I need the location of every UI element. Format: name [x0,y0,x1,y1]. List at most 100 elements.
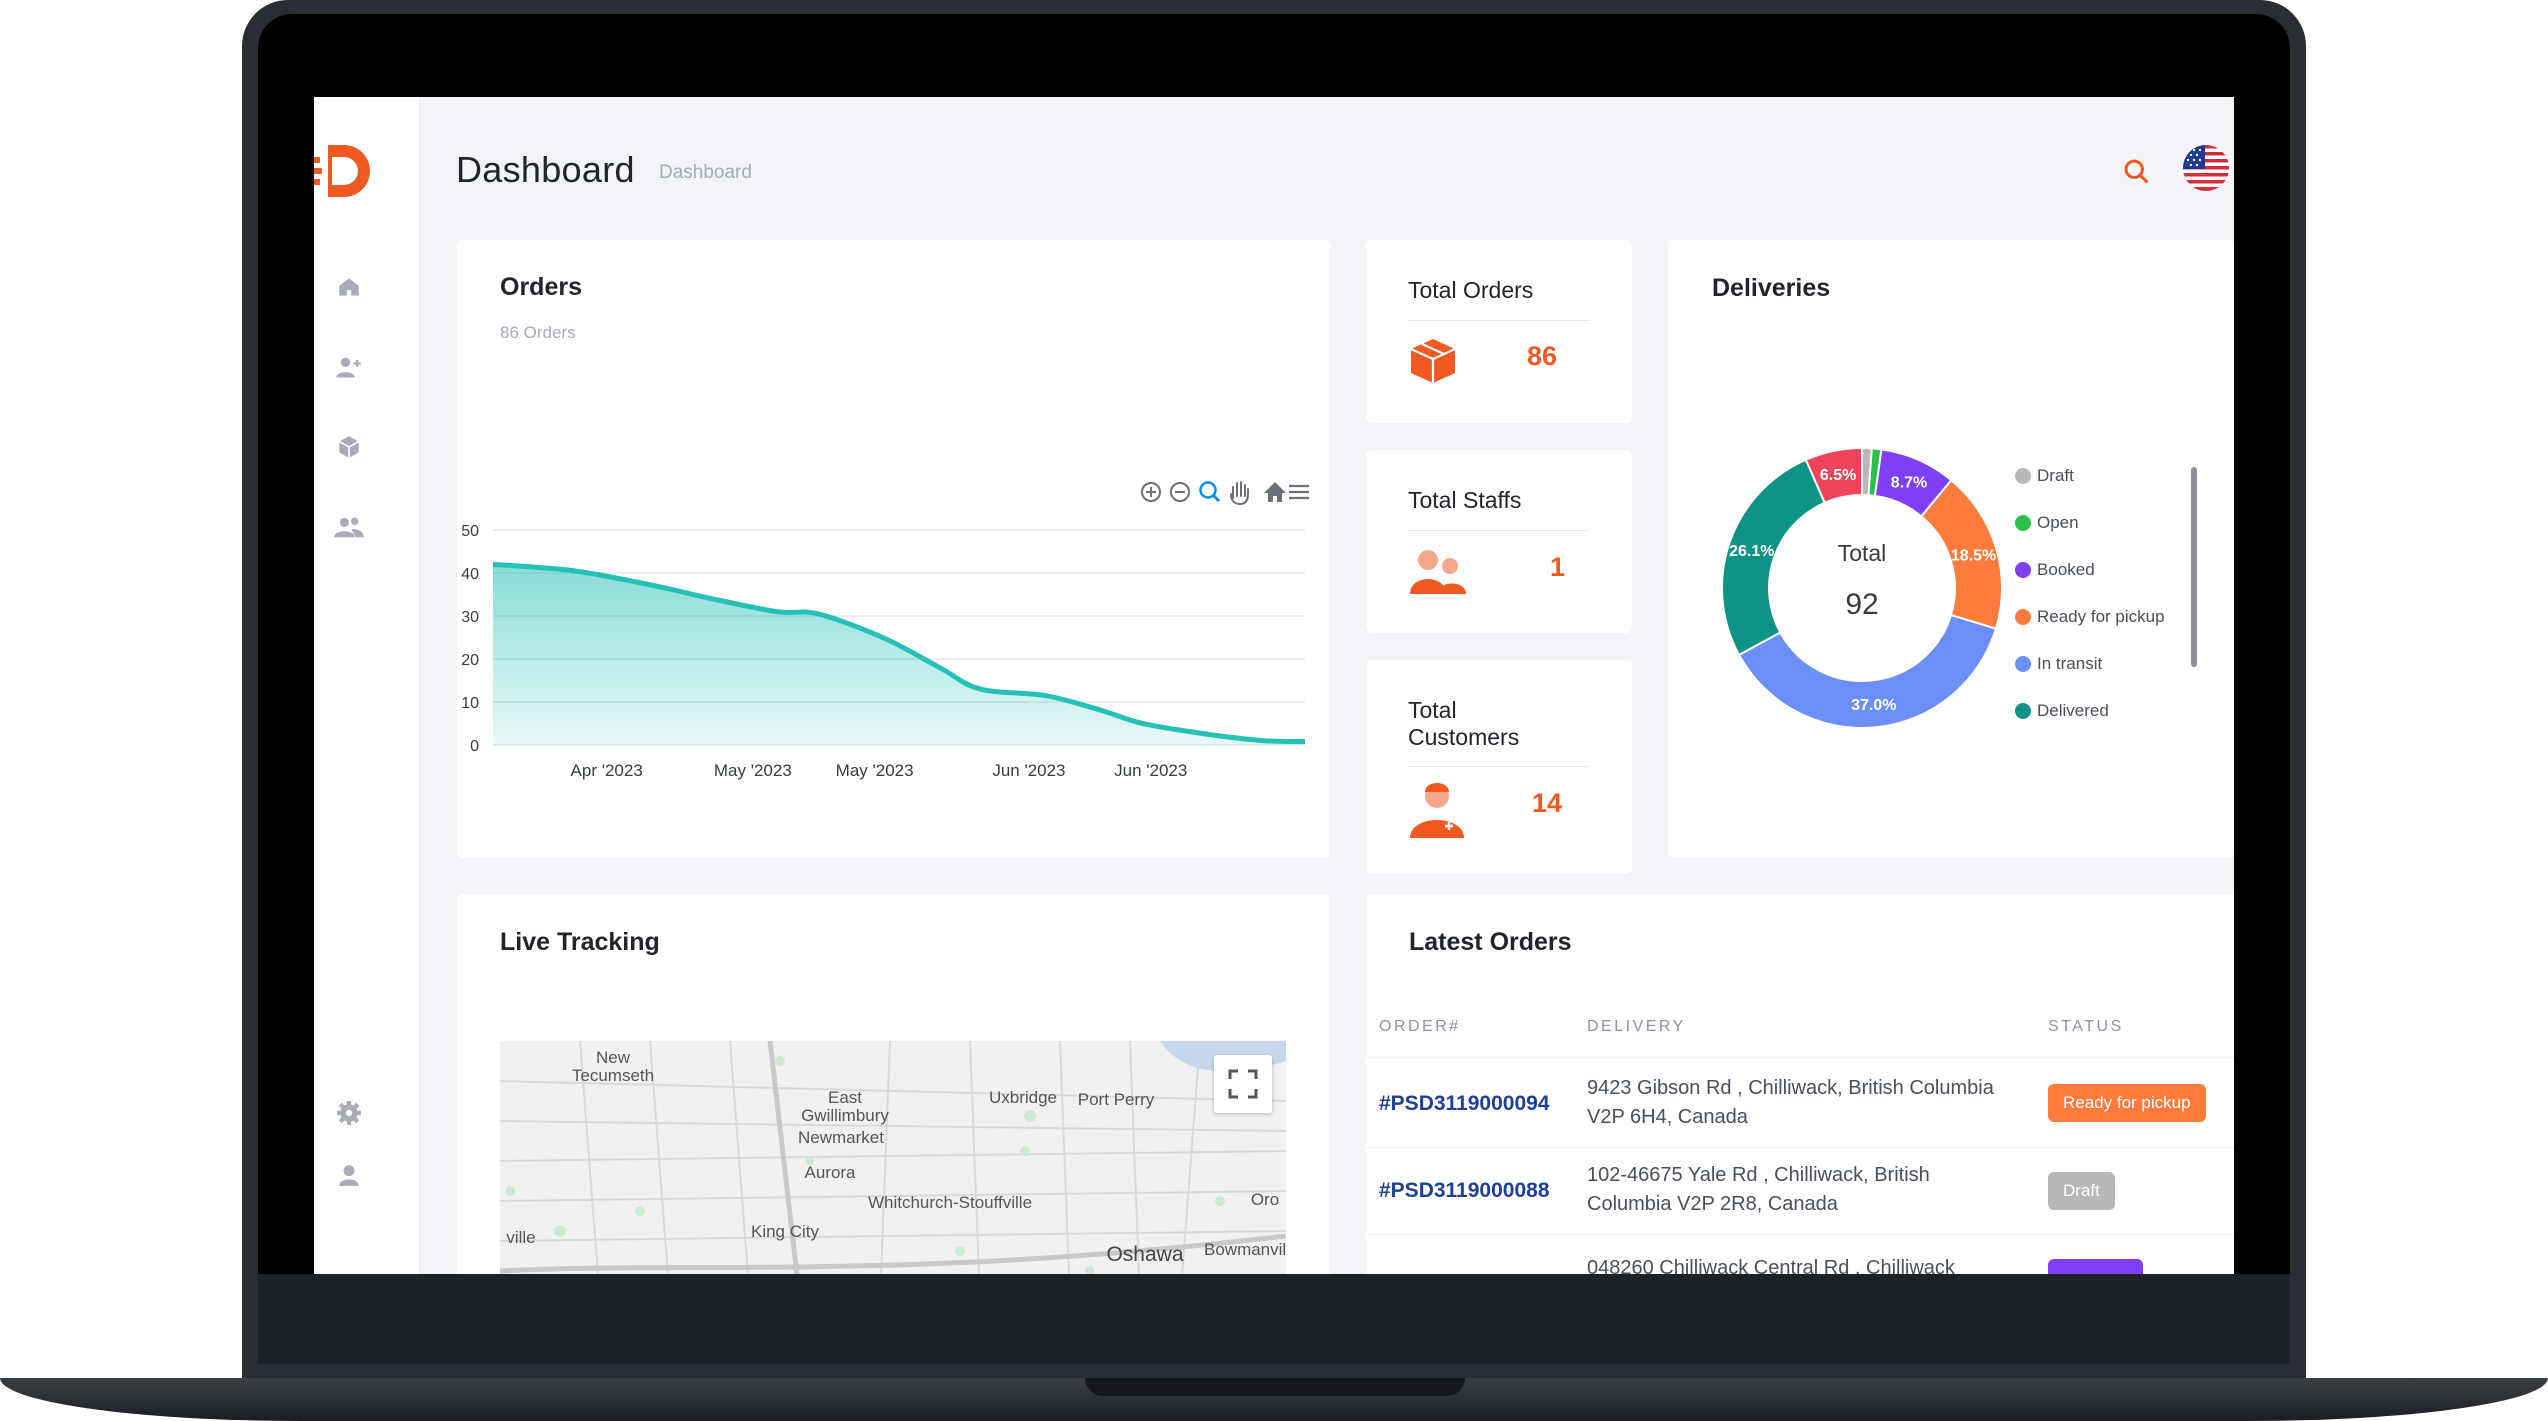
search-icon[interactable] [2116,151,2156,191]
logo-icon[interactable] [314,141,378,201]
total-customers-title: Total Customers [1408,697,1520,750]
order-delivery-address: 9423 Gibson Rd , Chilliwack, British Col… [1587,1077,1994,1128]
legend-item[interactable]: Open [2015,513,2079,533]
column-header-delivery: DELIVERY [1587,1018,1686,1035]
x-tick-label: Jun '2023 [1114,761,1187,780]
donut-center-value: 92 [1845,588,1878,621]
us-flag-icon[interactable] [2183,145,2229,191]
breadcrumb[interactable]: Dashboard [659,162,752,183]
fullscreen-icon[interactable] [1214,1055,1272,1113]
orders-card: Orders 86 Orders 0 10 20 30 40 50 Apr '2023 Ma… [457,240,1330,858]
legend-marker [2015,515,2031,531]
live-tracking-card: Live Tracking New Tecumseth E [457,894,1330,1274]
y-tick-label: 20 [461,652,479,669]
selection-zoom-icon[interactable] [1199,481,1221,503]
orders-line [492,561,1306,745]
x-tick-label: May '2023 [714,761,792,780]
status-badge: Ready for pickup [2048,1084,2206,1122]
orders-area-chart: 0 10 20 30 40 50 Apr '2023 May '2023 May '2023 J… [461,481,1309,780]
latest-orders-card: Latest Orders ORDER# DELIVERY STATUS #PS… [1366,894,2234,1274]
legend-item[interactable]: Booked [2015,560,2095,580]
legend-scrollbar[interactable] [2191,467,2197,667]
total-orders-value: 86 [1527,341,1558,371]
legend-item[interactable]: Draft [2015,466,2074,486]
legend-item[interactable]: Ready for pickup [2015,607,2165,627]
gear-icon[interactable] [331,1095,367,1131]
map-label: East Gwillimbury [801,1088,889,1125]
tracking-title: Live Tracking [500,928,660,956]
deliveries-title: Deliveries [1712,274,1831,302]
home-icon[interactable] [331,269,367,305]
add-user-icon[interactable] [331,349,367,385]
zoom-in-icon[interactable] [1141,482,1161,502]
sidebar [314,97,420,1274]
legend-item[interactable]: In transit [2015,654,2102,674]
legend-item[interactable]: Delivered [2015,701,2109,721]
total-customers-card: Total Customers 14 [1366,660,1632,874]
map-label: Uxbridge [988,1088,1058,1107]
donut-slice-label: 37.0% [1851,697,1896,714]
divider [1408,766,1590,767]
menu-icon[interactable] [1289,484,1309,500]
y-tick-label: 40 [461,566,479,583]
staff-icon [1410,550,1466,594]
live-tracking-map[interactable]: New Tecumseth East Gwillimbury Newmarket… [500,1041,1286,1274]
legend-label: In transit [2037,654,2103,673]
total-orders-card: Total Orders 86 [1366,240,1632,423]
column-header-status: STATUS [2048,1018,2124,1035]
box-icon [1410,339,1456,383]
y-tick-label: 10 [461,695,479,712]
deliveries-card: Deliveries 8.7% 18.5% 37.0% 26.1% 6.5% Total… [1668,240,2234,858]
pan-icon[interactable] [1230,481,1249,506]
map-label: Newmarket [798,1128,884,1147]
donut-slice-label: 6.5% [1820,467,1856,484]
map-label: Aurora [804,1163,856,1182]
status-badge: Draft [2048,1172,2115,1210]
user-icon[interactable] [331,1157,367,1193]
donut-slice-label: 18.5% [1951,547,1996,564]
total-staffs-card: Total Staffs 1 [1366,450,1632,633]
donut-slice [1737,613,1998,729]
legend-marker [2015,656,2031,672]
donut-slice [1804,446,1863,505]
map-label: Oro [1250,1190,1280,1209]
orders-title: Orders [500,273,582,301]
zoom-out-icon[interactable] [1170,482,1190,502]
table-divider [1366,1234,2234,1235]
chart-x-ticks: Apr '2023 May '2023 May '2023 Jun '2023 Jun … [571,761,1188,780]
x-tick-label: May '2023 [836,761,914,780]
laptop-notch [1085,1378,1465,1396]
legend-marker [2015,609,2031,625]
map-label: ville [506,1228,536,1247]
table-divider [1366,1057,2234,1058]
legend-marker [2015,468,2031,484]
deliveries-donut-chart: 8.7% 18.5% 37.0% 26.1% 6.5% Total 92 [1721,446,2003,729]
legend-label: Ready for pickup [2037,607,2165,626]
y-tick-label: 30 [461,609,479,626]
order-id-link[interactable]: #PSD3119000088 [1379,1179,1550,1202]
divider [1408,530,1590,531]
x-tick-label: Jun '2023 [992,761,1065,780]
y-tick-label: 50 [461,523,479,540]
status-badge [2048,1259,2143,1274]
donut-slice-label: 8.7% [1891,474,1927,491]
total-staffs-title: Total Staffs [1408,487,1522,513]
donut-slice-label: 26.1% [1729,543,1774,560]
page-title: Dashboard [456,149,635,190]
donut-center-label: Total [1838,540,1887,566]
map-label: New Tecumseth [571,1048,655,1085]
map-label: Oshawa [1106,1243,1184,1266]
legend-marker [2015,562,2031,578]
legend-label: Booked [2037,560,2095,579]
laptop-bezel-bottom [258,1274,2290,1364]
box-icon[interactable] [331,429,367,465]
table-divider [1366,1147,2234,1148]
order-id-link[interactable]: #PSD3119000094 [1379,1092,1550,1115]
legend-label: Draft [2037,466,2074,485]
users-icon[interactable] [331,509,367,545]
total-customers-value: 14 [1532,788,1563,818]
total-staffs-value: 1 [1550,552,1566,582]
latest-orders-title: Latest Orders [1409,928,1572,956]
reset-home-icon[interactable] [1264,482,1286,502]
customer-icon [1410,783,1464,838]
